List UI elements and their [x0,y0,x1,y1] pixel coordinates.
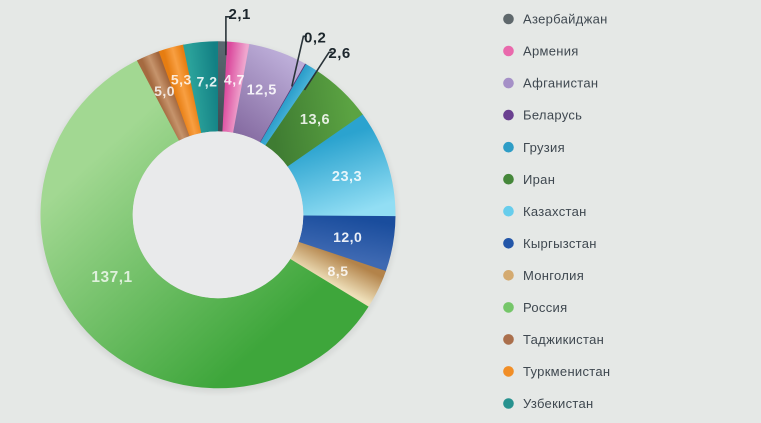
svg-text:Казахстан: Казахстан [523,204,587,219]
svg-text:Узбекистан: Узбекистан [523,396,594,411]
svg-text:12,5: 12,5 [247,83,277,99]
svg-text:137,1: 137,1 [91,269,132,286]
svg-text:Азербайджан: Азербайджан [523,12,608,27]
svg-text:Иран: Иран [523,172,555,187]
svg-text:Монголия: Монголия [523,268,584,283]
svg-text:Беларусь: Беларусь [523,108,582,123]
svg-text:5,3: 5,3 [171,72,192,88]
svg-text:7,2: 7,2 [197,74,218,90]
svg-text:Таджикистан: Таджикистан [523,332,604,347]
svg-text:Армения: Армения [523,44,579,59]
svg-text:2,6: 2,6 [328,45,350,62]
svg-text:Туркменистан: Туркменистан [523,364,610,379]
svg-text:2,1: 2,1 [229,6,251,23]
svg-text:0,2: 0,2 [304,29,326,46]
svg-text:Грузия: Грузия [523,140,565,155]
svg-text:12,0: 12,0 [333,229,362,245]
svg-text:Афганистан: Афганистан [523,76,598,91]
svg-text:13,6: 13,6 [300,112,330,128]
svg-text:Кыргызстан: Кыргызстан [523,236,597,251]
svg-text:Россия: Россия [523,300,567,315]
svg-text:4,7: 4,7 [224,72,245,88]
svg-text:8,5: 8,5 [328,263,349,279]
svg-text:5,0: 5,0 [154,83,175,99]
svg-text:23,3: 23,3 [332,169,362,185]
